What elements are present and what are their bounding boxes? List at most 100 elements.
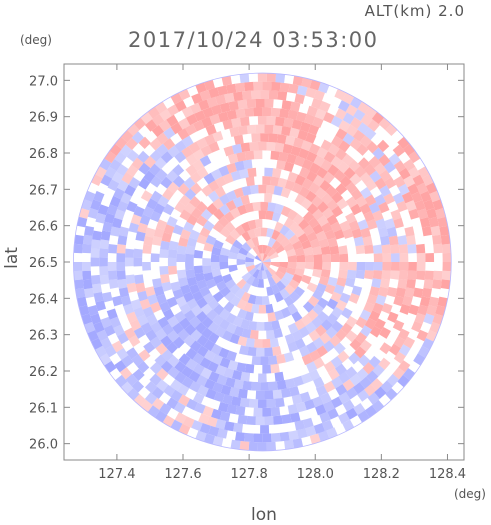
field-cell <box>353 108 366 122</box>
field-cell <box>359 309 372 321</box>
field-cell <box>90 248 100 258</box>
field-cell <box>429 321 441 334</box>
field-cell <box>186 298 199 310</box>
field-cell <box>304 254 314 262</box>
field-cell <box>278 151 289 162</box>
field-cell <box>376 139 390 153</box>
field-cell <box>272 346 282 356</box>
field-cell <box>381 302 393 315</box>
field-cell <box>237 308 248 320</box>
field-cell <box>137 360 150 374</box>
field-cell <box>268 381 278 391</box>
field-cell <box>397 278 408 289</box>
field-cell <box>323 151 336 164</box>
field-cell <box>226 109 237 120</box>
field-cell <box>128 177 141 190</box>
field-cell <box>84 225 95 236</box>
field-cell <box>363 210 375 223</box>
field-cell <box>120 130 134 143</box>
field-cell <box>165 170 179 183</box>
field-cell <box>247 219 257 230</box>
field-cell <box>176 269 187 279</box>
field-cell <box>432 199 444 211</box>
field-cell <box>296 254 306 262</box>
field-cell <box>185 164 198 177</box>
field-cell <box>359 172 372 185</box>
field-cell <box>291 182 303 194</box>
field-cell <box>108 278 119 289</box>
field-cell <box>420 190 432 203</box>
field-cell <box>147 405 160 418</box>
field-cell <box>156 293 168 305</box>
field-cell <box>294 247 305 257</box>
field-cell <box>152 235 163 246</box>
field-cell <box>228 264 238 273</box>
field-cell <box>320 139 333 152</box>
field-cell <box>406 235 416 246</box>
field-cell <box>442 252 452 262</box>
field-cell <box>233 422 244 433</box>
field-cell <box>117 278 128 289</box>
field-cell <box>335 328 348 341</box>
field-cell <box>183 177 196 190</box>
field-cell <box>229 284 241 295</box>
field-cell <box>382 253 392 262</box>
field-cell <box>142 206 155 218</box>
field-cell <box>247 167 257 178</box>
field-cell <box>251 277 260 288</box>
x-tick-label: 127.8 <box>231 467 268 482</box>
field-cell <box>296 262 306 270</box>
field-cell <box>265 210 274 221</box>
field-cell <box>302 301 315 313</box>
field-cell <box>252 201 261 212</box>
field-cell <box>301 77 312 88</box>
field-cell <box>378 226 389 238</box>
field-cell <box>196 334 209 347</box>
field-cell <box>262 433 272 443</box>
field-cell <box>233 325 244 337</box>
field-cell <box>411 191 423 204</box>
field-cell <box>194 272 205 283</box>
field-cell <box>237 99 248 110</box>
field-cell <box>387 311 399 324</box>
field-cell <box>335 183 348 196</box>
field-cell <box>115 374 128 388</box>
field-cell <box>390 262 400 271</box>
field-cell <box>166 114 179 127</box>
field-cell <box>342 112 355 125</box>
field-cell <box>353 402 366 416</box>
field-cell <box>308 182 321 195</box>
field-cell <box>138 177 151 190</box>
field-cell <box>174 360 187 373</box>
field-cell <box>352 129 366 142</box>
field-cell <box>271 319 281 330</box>
field-cell <box>313 253 323 262</box>
field-cell <box>257 116 267 125</box>
field-cell <box>300 198 313 210</box>
field-cell <box>236 278 247 290</box>
field-cell <box>380 380 394 393</box>
field-cell <box>397 235 408 246</box>
field-cell <box>97 204 109 216</box>
field-cell <box>118 287 130 298</box>
field-cell <box>166 296 178 308</box>
field-cell <box>325 185 338 198</box>
field-cell <box>355 244 366 255</box>
field-cell <box>140 322 153 334</box>
field-cell <box>124 327 136 340</box>
field-cell <box>392 319 405 332</box>
field-cell <box>313 376 325 389</box>
field-cell <box>416 252 426 262</box>
field-cell <box>225 279 237 290</box>
field-cell <box>298 186 311 198</box>
field-cell <box>318 238 330 248</box>
field-cell <box>219 203 231 216</box>
field-cell <box>210 168 223 181</box>
field-cell <box>381 270 391 280</box>
field-cell <box>248 267 258 276</box>
field-cell <box>393 351 406 364</box>
field-cell <box>333 342 346 355</box>
field-cell <box>320 192 333 205</box>
field-cell <box>407 270 417 280</box>
field-cell <box>364 244 374 254</box>
